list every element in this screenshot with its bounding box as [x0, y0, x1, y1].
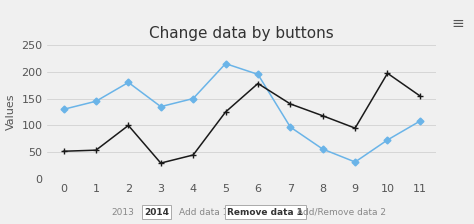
- ABC: [352, 127, 358, 129]
- ABC: [93, 149, 99, 151]
- Series 1: [61, 108, 66, 111]
- ABC: [158, 162, 164, 164]
- Series 1: [190, 97, 196, 100]
- Text: 2013: 2013: [112, 208, 135, 217]
- Line: Series 1: Series 1: [61, 61, 422, 164]
- Line: ABC: ABC: [60, 70, 423, 167]
- Series 1: [320, 148, 326, 151]
- Text: ≡: ≡: [452, 16, 465, 31]
- Series 1: [287, 126, 293, 128]
- Series 1: [158, 105, 164, 108]
- ABC: [320, 114, 326, 117]
- Y-axis label: Values: Values: [6, 94, 16, 130]
- ABC: [126, 124, 131, 127]
- Text: 2014: 2014: [144, 208, 169, 217]
- Series 1: [352, 161, 358, 163]
- Series 1: [417, 120, 423, 123]
- Text: Add data 1: Add data 1: [179, 208, 228, 217]
- Series 1: [126, 81, 131, 84]
- ABC: [190, 154, 196, 156]
- Legend: Series 1, ABC: Series 1, ABC: [160, 222, 292, 224]
- Text: Add/Remove data 2: Add/Remove data 2: [297, 208, 386, 217]
- ABC: [287, 103, 293, 105]
- ABC: [61, 150, 66, 153]
- ABC: [417, 95, 423, 97]
- ABC: [223, 111, 228, 113]
- ABC: [384, 72, 390, 75]
- Series 1: [93, 100, 99, 103]
- Series 1: [223, 62, 228, 65]
- Text: Remove data 1: Remove data 1: [228, 208, 303, 217]
- Series 1: [255, 73, 261, 76]
- ABC: [255, 82, 261, 85]
- Title: Change data by buttons: Change data by buttons: [149, 26, 334, 41]
- Series 1: [384, 139, 390, 141]
